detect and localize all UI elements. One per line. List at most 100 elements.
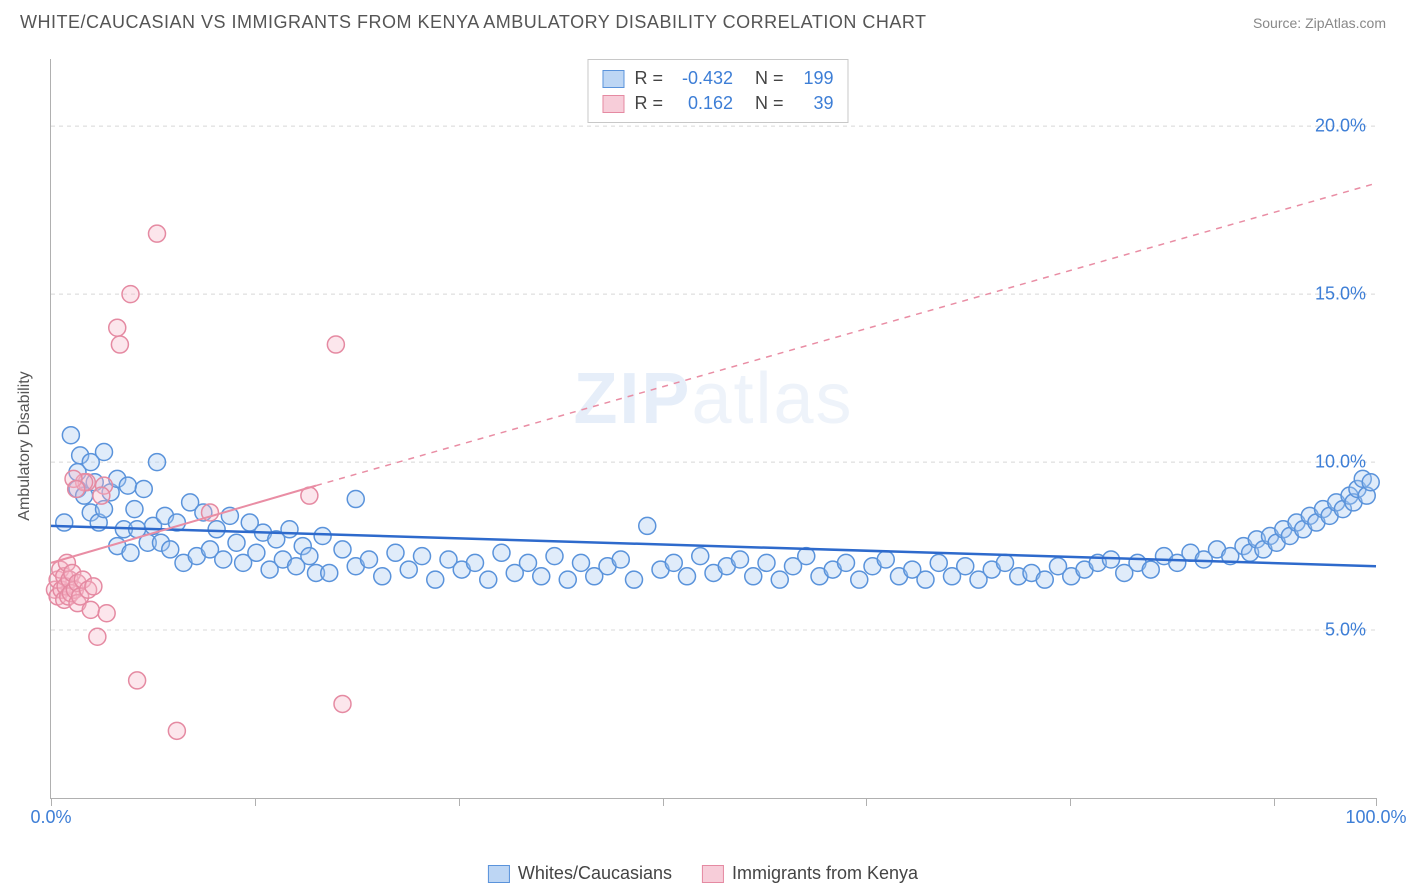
x-tick [1376, 798, 1377, 806]
data-point-whites [119, 477, 136, 494]
series-swatch-kenya [602, 95, 624, 113]
r-label: R = [634, 68, 663, 89]
data-point-kenya [82, 601, 99, 618]
legend-swatch-kenya [702, 865, 724, 883]
data-point-whites [281, 521, 298, 538]
y-tick-label: 15.0% [1315, 284, 1366, 305]
scatter-plot-svg [51, 59, 1376, 798]
data-point-whites [321, 564, 338, 581]
legend-swatch-whites [488, 865, 510, 883]
data-point-kenya [122, 286, 139, 303]
x-tick [51, 798, 52, 806]
data-point-whites [400, 561, 417, 578]
y-tick-label: 5.0% [1325, 620, 1366, 641]
data-point-kenya [334, 695, 351, 712]
data-point-kenya [98, 605, 115, 622]
data-point-whites [361, 551, 378, 568]
n-label: N = [755, 93, 784, 114]
x-tick [459, 798, 460, 806]
legend-item: Whites/Caucasians [488, 863, 672, 884]
data-point-whites [162, 541, 179, 558]
x-tick [866, 798, 867, 806]
chart-container: ZIPatlas 5.0%10.0%15.0%20.0%0.0%100.0% R… [50, 39, 1386, 839]
data-point-whites [228, 534, 245, 551]
data-point-kenya [85, 578, 102, 595]
x-tick [255, 798, 256, 806]
data-point-whites [387, 544, 404, 561]
y-tick-label: 20.0% [1315, 116, 1366, 137]
data-point-kenya [168, 722, 185, 739]
correlation-legend-box: R = -0.432 N = 199 R = 0.162 N = 39 [587, 59, 848, 123]
y-axis-title: Ambulatory Disability [16, 371, 34, 520]
legend-label: Whites/Caucasians [518, 863, 672, 884]
legend-item: Immigrants from Kenya [702, 863, 918, 884]
data-point-kenya [111, 336, 128, 353]
data-point-whites [1362, 474, 1379, 491]
data-point-whites [427, 571, 444, 588]
data-point-whites [745, 568, 762, 585]
x-tick-label: 0.0% [30, 807, 71, 828]
data-point-whites [917, 571, 934, 588]
x-tick [1274, 798, 1275, 806]
series-legend: Whites/Caucasians Immigrants from Kenya [488, 863, 918, 884]
data-point-kenya [89, 628, 106, 645]
x-tick [1070, 798, 1071, 806]
plot-area: ZIPatlas 5.0%10.0%15.0%20.0%0.0%100.0% [50, 59, 1376, 799]
chart-title: WHITE/CAUCASIAN VS IMMIGRANTS FROM KENYA… [20, 12, 927, 33]
data-point-whites [493, 544, 510, 561]
series-swatch-whites [602, 70, 624, 88]
data-point-whites [997, 554, 1014, 571]
data-point-whites [546, 548, 563, 565]
data-point-whites [208, 521, 225, 538]
data-point-kenya [129, 672, 146, 689]
chart-header: WHITE/CAUCASIAN VS IMMIGRANTS FROM KENYA… [0, 0, 1406, 39]
data-point-whites [758, 554, 775, 571]
data-point-whites [1142, 561, 1159, 578]
source-attribution: Source: ZipAtlas.com [1253, 15, 1386, 31]
data-point-whites [347, 491, 364, 508]
data-point-whites [467, 554, 484, 571]
x-tick [663, 798, 664, 806]
data-point-whites [215, 551, 232, 568]
data-point-whites [626, 571, 643, 588]
data-point-whites [126, 501, 143, 518]
r-value: 0.162 [673, 93, 733, 114]
data-point-whites [414, 548, 431, 565]
data-point-whites [314, 527, 331, 544]
r-value: -0.432 [673, 68, 733, 89]
data-point-whites [665, 554, 682, 571]
data-point-kenya [109, 319, 126, 336]
data-point-whites [838, 554, 855, 571]
data-point-whites [301, 548, 318, 565]
data-point-whites [62, 427, 79, 444]
data-point-whites [334, 541, 351, 558]
x-tick-label: 100.0% [1345, 807, 1406, 828]
data-point-whites [374, 568, 391, 585]
y-tick-label: 10.0% [1315, 452, 1366, 473]
data-point-whites [122, 544, 139, 561]
data-point-whites [851, 571, 868, 588]
n-label: N = [755, 68, 784, 89]
data-point-whites [1036, 571, 1053, 588]
legend-label: Immigrants from Kenya [732, 863, 918, 884]
data-point-whites [612, 551, 629, 568]
data-point-whites [533, 568, 550, 585]
data-point-whites [248, 544, 265, 561]
data-point-whites [930, 554, 947, 571]
data-point-whites [771, 571, 788, 588]
data-point-whites [96, 444, 113, 461]
data-point-whites [480, 571, 497, 588]
data-point-whites [520, 554, 537, 571]
n-value: 39 [794, 93, 834, 114]
data-point-kenya [93, 487, 110, 504]
data-point-whites [149, 454, 166, 471]
data-point-whites [573, 554, 590, 571]
n-value: 199 [794, 68, 834, 89]
data-point-whites [135, 480, 152, 497]
data-point-whites [957, 558, 974, 575]
correlation-row: R = -0.432 N = 199 [602, 66, 833, 91]
r-label: R = [634, 93, 663, 114]
data-point-whites [639, 517, 656, 534]
data-point-whites [559, 571, 576, 588]
data-point-whites [692, 548, 709, 565]
